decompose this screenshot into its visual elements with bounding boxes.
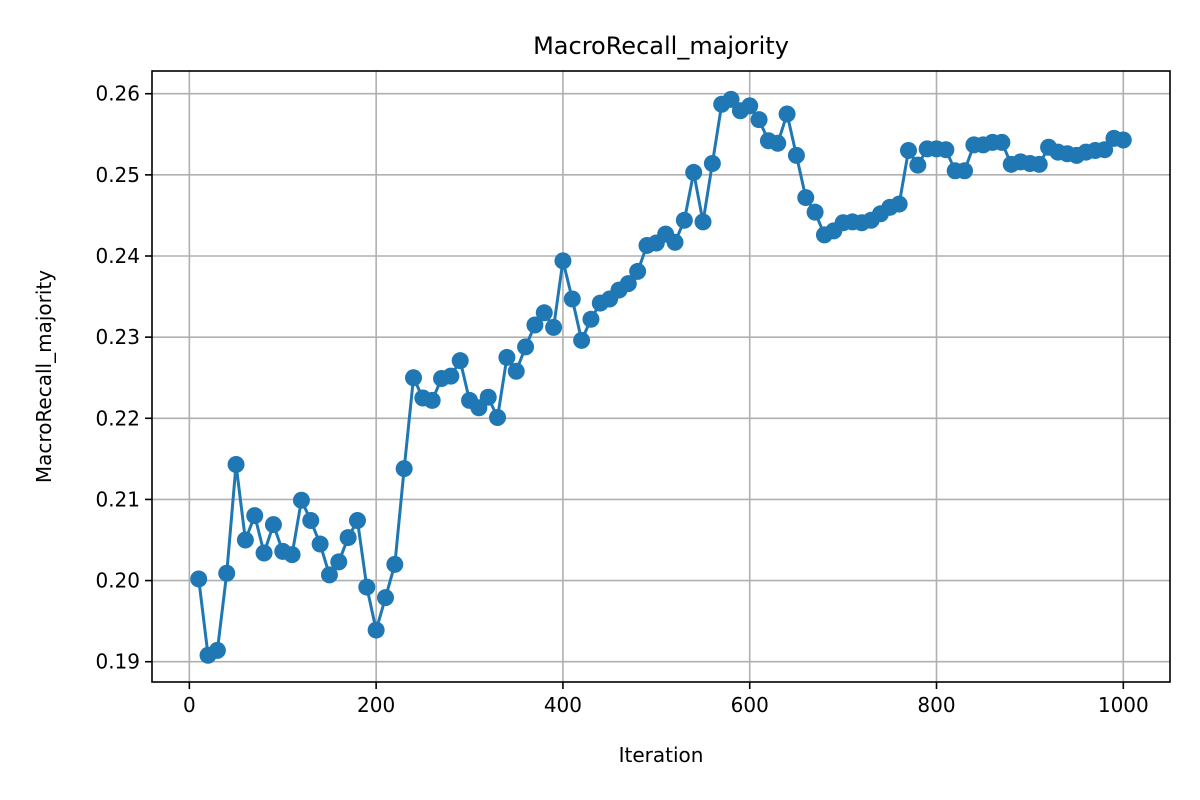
data-point (937, 141, 955, 159)
data-point (685, 163, 703, 181)
data-point (190, 570, 208, 588)
data-point (507, 362, 525, 380)
x-tick-label: 0 (183, 693, 196, 717)
data-point (909, 156, 927, 174)
data-point (694, 213, 712, 231)
data-point (451, 352, 469, 370)
grid-lines (152, 71, 1170, 682)
x-tick-label: 1000 (1098, 693, 1149, 717)
data-point (1096, 141, 1114, 159)
data-point (311, 535, 329, 553)
data-point (255, 544, 273, 562)
data-point (1114, 131, 1132, 149)
data-point (899, 142, 917, 160)
data-point (246, 507, 264, 525)
y-axis-label: MacroRecall_majority (32, 270, 56, 483)
data-point (573, 331, 591, 349)
data-point (208, 641, 226, 659)
data-point (545, 318, 563, 336)
y-tick-label: 0.26 (95, 82, 140, 106)
data-point (750, 111, 768, 129)
y-tick-label: 0.19 (95, 650, 140, 674)
data-point (769, 134, 787, 152)
data-point (283, 546, 301, 564)
data-point (236, 531, 254, 549)
data-point (330, 553, 348, 571)
data-point (320, 566, 338, 584)
data-point (405, 369, 423, 387)
y-axis-ticks: 0.19 0.20 0.21 0.22 0.23 0.24 0.25 0.26 (95, 82, 152, 674)
y-tick-label: 0.22 (95, 406, 140, 430)
data-point (526, 316, 544, 334)
data-point (386, 555, 404, 573)
y-tick-label: 0.23 (95, 325, 140, 349)
data-point (489, 408, 507, 426)
chart-title: MacroRecall_majority (533, 32, 789, 60)
x-axis-label: Iteration (619, 743, 704, 767)
data-point (442, 367, 460, 385)
data-point (517, 338, 535, 356)
data-point (619, 275, 637, 293)
data-point (703, 155, 721, 173)
data-point (264, 516, 282, 534)
data-point (479, 388, 497, 406)
data-point (675, 211, 693, 229)
x-tick-label: 200 (357, 693, 395, 717)
series-layer (190, 90, 1132, 664)
data-point (993, 133, 1011, 151)
data-point (227, 456, 245, 474)
y-tick-label: 0.24 (95, 244, 140, 268)
x-axis-ticks: 0 200 400 600 800 1000 (183, 682, 1149, 717)
data-point (292, 491, 310, 509)
x-tick-label: 400 (544, 693, 582, 717)
data-point (890, 195, 908, 213)
data-point (348, 512, 366, 530)
x-tick-label: 600 (731, 693, 769, 717)
data-point (797, 189, 815, 207)
data-point (956, 162, 974, 180)
data-point (554, 252, 572, 270)
data-point (498, 348, 516, 366)
data-point (358, 578, 376, 596)
y-tick-label: 0.20 (95, 569, 140, 593)
data-point (339, 529, 357, 547)
y-tick-label: 0.21 (95, 487, 140, 511)
x-tick-label: 800 (917, 693, 955, 717)
data-point (395, 460, 413, 478)
data-point (806, 203, 824, 221)
data-point (722, 90, 740, 108)
data-point (302, 512, 320, 530)
data-point (1030, 155, 1048, 173)
data-point (778, 105, 796, 123)
data-point (367, 621, 385, 639)
data-point (376, 589, 394, 607)
data-point (787, 146, 805, 164)
data-point (423, 391, 441, 409)
data-point (218, 564, 236, 582)
data-point (582, 310, 600, 328)
data-point (629, 262, 647, 280)
data-point (741, 97, 759, 115)
y-tick-label: 0.25 (95, 163, 140, 187)
data-point (535, 304, 553, 322)
data-point (563, 290, 581, 308)
data-point (666, 233, 684, 251)
plot-frame (151, 70, 1171, 683)
